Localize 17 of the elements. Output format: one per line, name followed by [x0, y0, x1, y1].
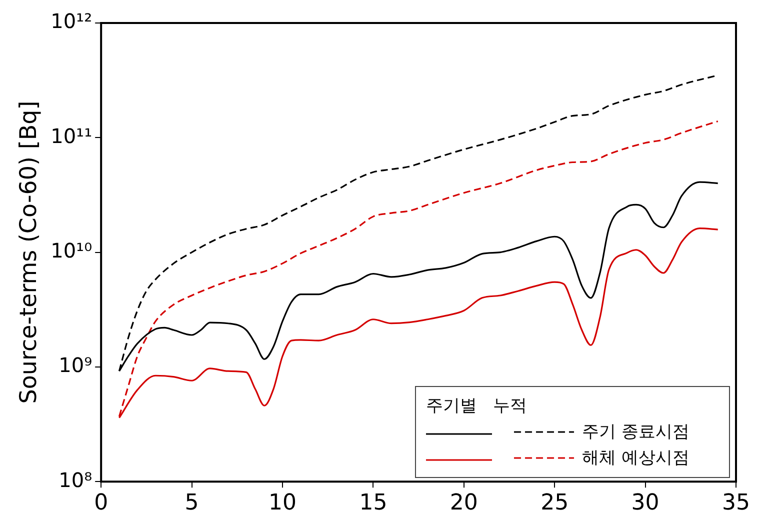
y-axis-title: Source-terms (Co-60) [Bq] [16, 100, 42, 404]
x-tick-label: 5 [184, 490, 199, 516]
y-tick-label: 10¹⁰ [50, 238, 92, 263]
legend-title: 주기별 누적 [426, 394, 528, 418]
y-tick-label: 10¹¹ [50, 124, 92, 148]
x-tick-label: 30 [631, 490, 660, 516]
y-tick-label: 10⁸ [58, 468, 92, 492]
legend-label: 해체 예상시점 [582, 447, 690, 470]
legend-label: 주기 종료시점 [582, 421, 690, 444]
x-tick-label: 35 [722, 490, 750, 516]
x-tick-label: 10 [268, 490, 296, 516]
x-tick-label: 25 [540, 490, 569, 516]
x-tick-label: 0 [94, 490, 108, 516]
x-tick-label: 20 [450, 490, 478, 516]
x-tick-label: 15 [359, 490, 388, 516]
y-tick-label: 10¹² [50, 9, 92, 34]
y-tick-label: 10⁹ [58, 353, 92, 378]
